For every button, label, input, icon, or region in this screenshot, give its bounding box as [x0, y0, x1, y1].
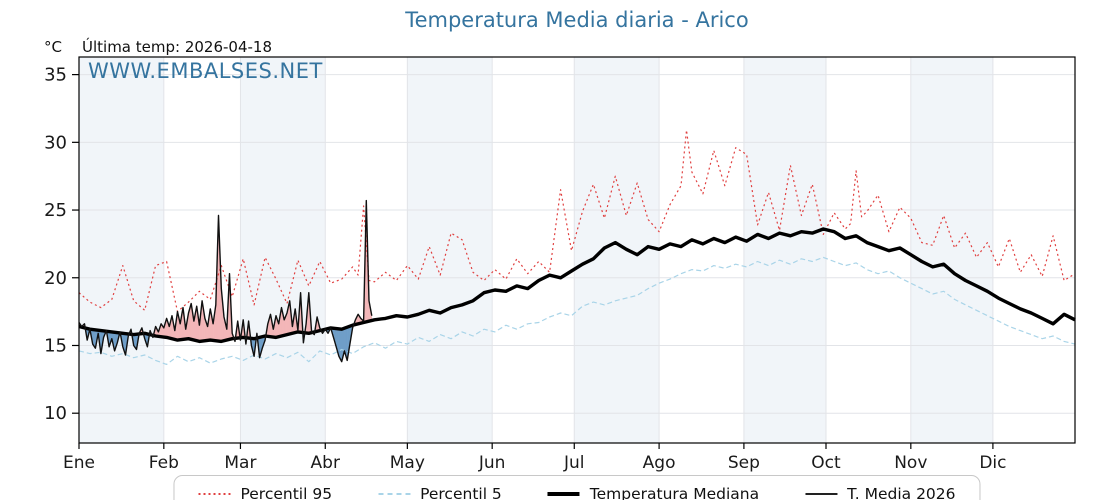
svg-text:May: May	[390, 453, 425, 473]
legend-label: Percentil 5	[420, 485, 502, 500]
y-axis-unit-label: °C	[44, 38, 62, 56]
svg-text:Jun: Jun	[478, 453, 506, 473]
legend-item-temperatura-mediana: Temperatura Mediana	[547, 485, 760, 500]
legend-item-percentil-5: Percentil 5	[378, 485, 502, 500]
legend-label: T. Media 2026	[847, 485, 956, 500]
last-temp-label: Última temp: 2026-04-18	[82, 38, 273, 56]
red-dotted-line-swatch-icon	[198, 493, 231, 495]
svg-text:Nov: Nov	[894, 453, 927, 473]
svg-text:Dic: Dic	[979, 453, 1006, 473]
lightblue-dashed-line-swatch-icon	[378, 493, 411, 495]
svg-text:15: 15	[44, 335, 67, 356]
svg-text:20: 20	[44, 268, 67, 289]
svg-text:Oct: Oct	[811, 453, 841, 473]
legend-label: Percentil 95	[240, 485, 333, 500]
chart-title: Temperatura Media diaria - Arico	[405, 8, 749, 32]
legend-label: Temperatura Mediana	[589, 485, 760, 500]
svg-text:Abr: Abr	[311, 453, 340, 473]
svg-text:35: 35	[44, 65, 67, 86]
svg-text:Sep: Sep	[728, 453, 760, 473]
legend-item-t-media-2026: T. Media 2026	[805, 485, 956, 500]
svg-text:Ene: Ene	[63, 453, 95, 473]
legend-item-percentil-95: Percentil 95	[198, 485, 332, 500]
black-thin-line-swatch-icon	[805, 493, 838, 495]
svg-text:25: 25	[44, 200, 67, 221]
chart-legend: Percentil 95 Percentil 5 Temperatura Med…	[173, 475, 981, 500]
svg-text:Ago: Ago	[643, 453, 676, 473]
svg-text:Feb: Feb	[149, 453, 179, 473]
svg-text:30: 30	[44, 132, 67, 153]
watermark-text: WWW.EMBALSES.NET	[88, 59, 323, 83]
svg-text:Mar: Mar	[224, 453, 256, 473]
svg-text:10: 10	[44, 403, 67, 424]
svg-text:Jul: Jul	[563, 453, 585, 473]
black-thick-line-swatch-icon	[547, 492, 580, 496]
